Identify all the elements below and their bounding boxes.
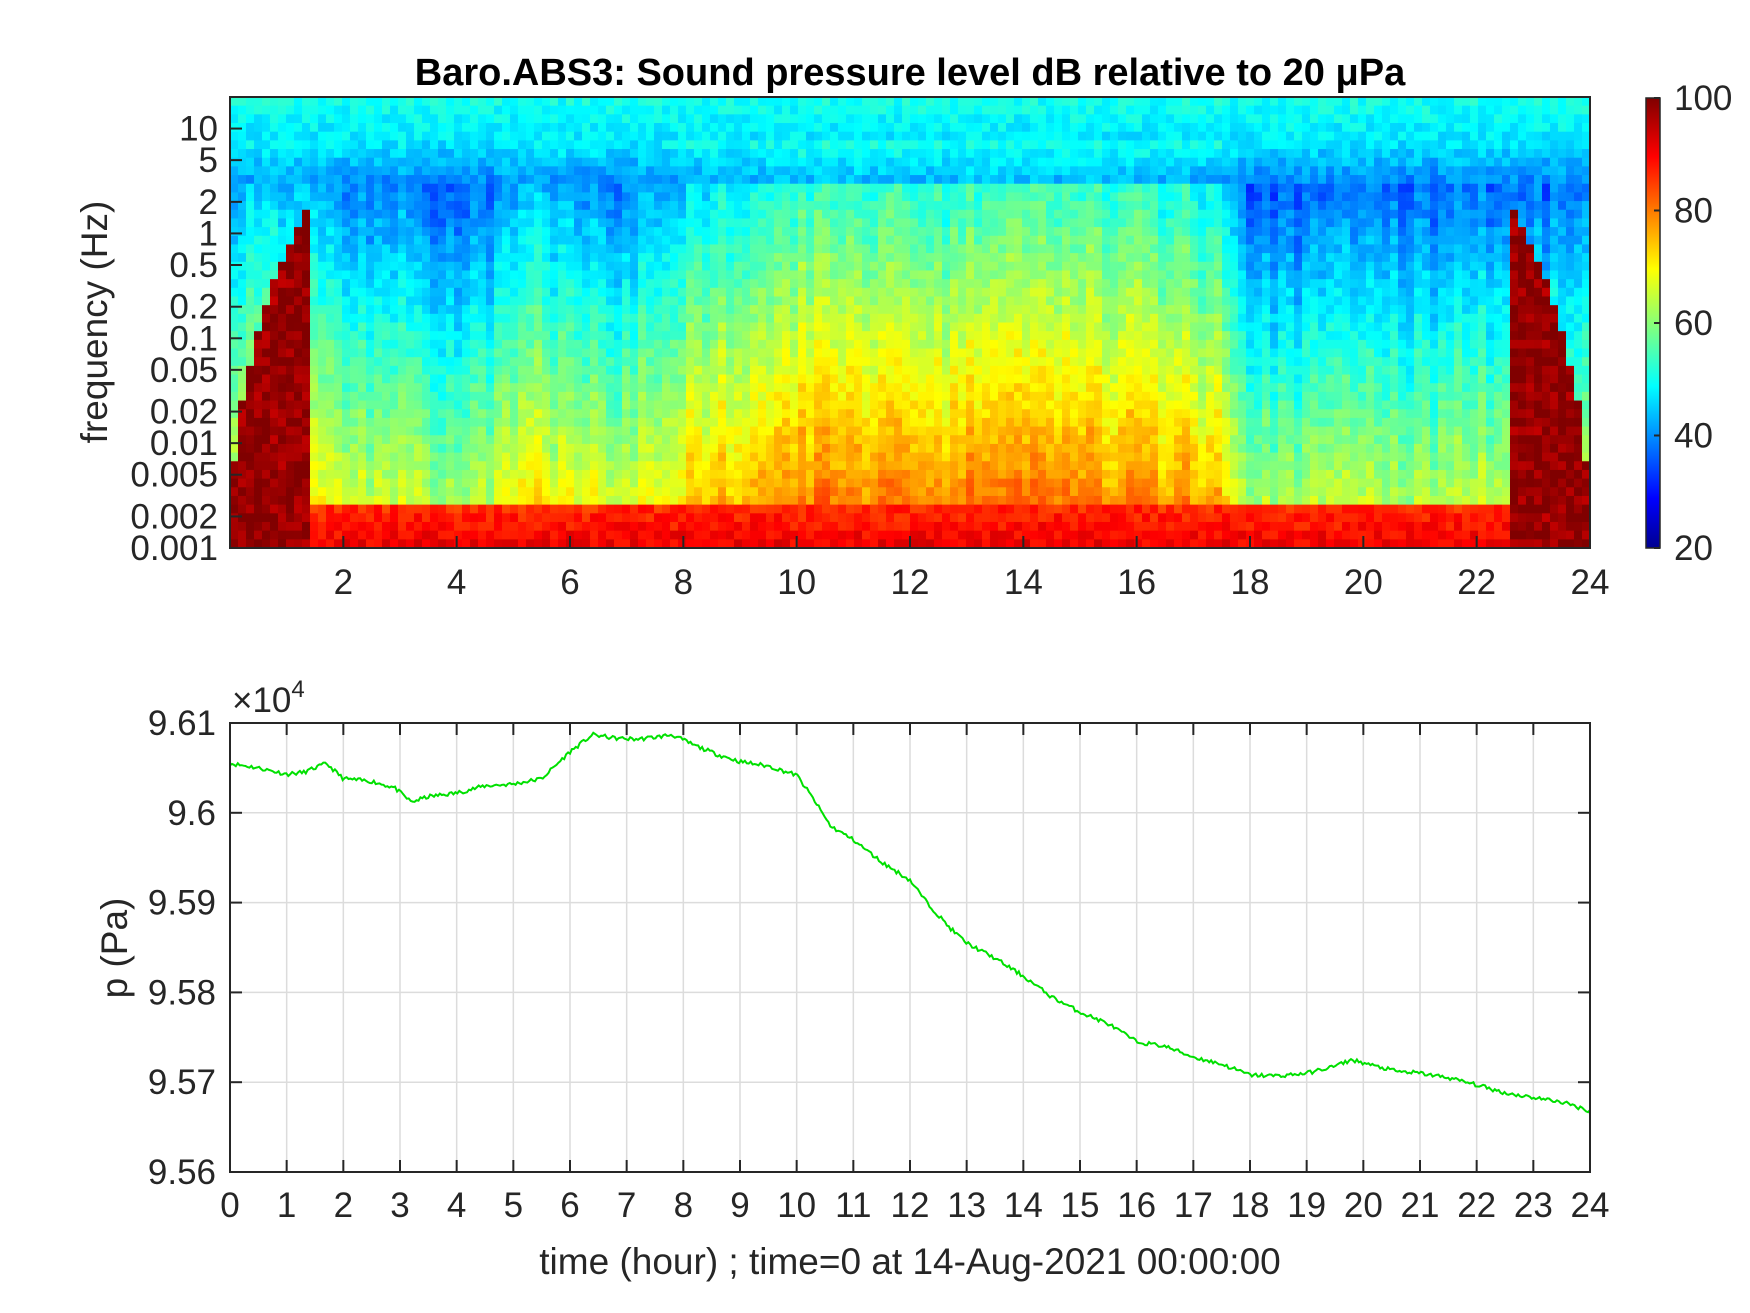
spectrogram-y-ticks: 105210.50.20.10.050.020.010.0050.0020.00…	[130, 110, 242, 568]
y-exponent-prefix: ×10	[232, 681, 291, 720]
pressure-x-tick-label: 6	[560, 1186, 579, 1225]
spectrogram-x-tick-label: 4	[447, 563, 466, 602]
spectrogram-y-tick-label: 5	[199, 141, 218, 180]
spectrogram-y-tick-label: 0.01	[150, 424, 218, 463]
pressure-y-tick-label: 9.59	[148, 884, 216, 923]
pressure-x-tick-label: 4	[447, 1186, 466, 1225]
spectrogram-y-tick-label: 0.5	[169, 246, 218, 285]
spectrogram-panel: Baro.ABS3: Sound pressure level dB relat…	[74, 52, 1609, 602]
pressure-x-tick-label: 11	[835, 1186, 871, 1225]
pressure-x-tick-label: 0	[220, 1186, 239, 1225]
spectrogram-x-tick-label: 16	[1117, 563, 1156, 602]
spectrogram-x-tick-label: 2	[334, 563, 353, 602]
pressure-x-tick-label: 20	[1344, 1186, 1383, 1225]
spectrogram-y-tick-label: 0.02	[150, 393, 218, 432]
title-text: Baro.ABS3: Sound pressure level dB relat…	[415, 52, 1336, 94]
pressure-series-line	[230, 731, 1590, 1114]
pressure-x-tick-label: 22	[1457, 1186, 1496, 1225]
pressure-y-axis-label: p (Pa)	[94, 898, 135, 999]
pressure-x-tick-label: 19	[1287, 1186, 1326, 1225]
pressure-x-tick-label: 8	[674, 1186, 693, 1225]
spectrogram-x-tick-label: 12	[891, 563, 930, 602]
spectrogram-x-tick-label: 22	[1457, 563, 1496, 602]
pressure-x-tick-label: 14	[1004, 1186, 1043, 1225]
pressure-x-tick-label: 12	[891, 1186, 930, 1225]
pressure-x-tick-label: 15	[1061, 1186, 1100, 1225]
pressure-x-tick-label: 16	[1117, 1186, 1156, 1225]
pressure-y-tick-label: 9.61	[148, 704, 216, 743]
pressure-x-tick-label: 7	[617, 1186, 636, 1225]
pressure-y-tick-label: 9.6	[167, 794, 216, 833]
spectrogram-x-tick-label: 24	[1571, 563, 1610, 602]
pressure-y-tick-label: 9.58	[148, 973, 216, 1012]
pressure-y-tick-label: 9.56	[148, 1153, 216, 1192]
spectrogram-y-tick-label: 1	[199, 214, 218, 253]
spectrogram-y-tick-label: 0.2	[169, 288, 218, 327]
pressure-x-tick-label: 9	[730, 1186, 749, 1225]
pressure-x-tick-label: 23	[1514, 1186, 1553, 1225]
spectrogram-y-tick-label: 2	[199, 183, 218, 222]
pressure-y-exponent: ×104	[232, 676, 305, 720]
pressure-x-tick-label: 17	[1174, 1186, 1213, 1225]
spectrogram-y-tick-label: 0.005	[130, 456, 218, 495]
pressure-x-tick-label: 24	[1571, 1186, 1610, 1225]
colorbar: 20 40 60 80 100	[1645, 79, 1732, 568]
pressure-x-tick-label: 3	[390, 1186, 409, 1225]
pressure-x-axis-label: time (hour) ; time=0 at 14-Aug-2021 00:0…	[539, 1241, 1280, 1282]
spectrogram-x-tick-label: 14	[1004, 563, 1043, 602]
spectrogram-x-tick-label: 6	[560, 563, 579, 602]
pressure-x-tick-label: 18	[1231, 1186, 1270, 1225]
spectrogram-x-tick-label: 8	[674, 563, 693, 602]
spectrogram-x-tick-label: 10	[777, 563, 816, 602]
spectrogram-y-tick-label: 10	[179, 110, 218, 149]
y-exponent-power: 4	[291, 676, 304, 703]
spectrogram-x-ticks: 2 4 6 8 10 12 14 16 18 20 22 24	[334, 536, 1610, 602]
spectrogram-x-tick-label: 20	[1344, 563, 1383, 602]
colorbar-ticks: 20 40 60 80 100	[1654, 79, 1732, 568]
colorbar-tick-label: 60	[1674, 304, 1713, 343]
pressure-x-tick-label: 21	[1401, 1186, 1440, 1225]
pressure-y-ticks: 9.56 9.57 9.58 9.59 9.6 9.61	[148, 704, 1590, 1192]
pressure-panel: 0 1 2 3 4 5 6 7 8 9 10 11 12 13 14 15 16 17 18 19 20 21 22 23 24…	[94, 676, 1609, 1282]
pressure-x-tick-label: 5	[504, 1186, 523, 1225]
colorbar-tick-label: 80	[1674, 192, 1713, 231]
colorbar-tick-label: 40	[1674, 417, 1713, 456]
pressure-y-tick-label: 9.57	[148, 1063, 216, 1102]
spectrogram-y-tick-label: 0.002	[130, 497, 218, 536]
spectrogram-y-tick-label: 0.05	[150, 351, 218, 390]
pressure-x-tick-label: 13	[947, 1186, 986, 1225]
pressure-x-tick-label: 10	[777, 1186, 816, 1225]
spectrogram-x-tick-label: 18	[1231, 563, 1270, 602]
spectrogram-y-tick-label: 0.001	[130, 529, 218, 568]
pressure-x-tick-label: 2	[334, 1186, 353, 1225]
spectrogram-y-tick-label: 0.1	[169, 319, 218, 358]
title-unit: μPa	[1336, 52, 1407, 94]
colorbar-tick-label: 20	[1674, 529, 1713, 568]
pressure-x-ticks: 0 1 2 3 4 5 6 7 8 9 10 11 12 13 14 15 16 17 18 19 20 21 22 23 24	[220, 723, 1609, 1225]
spectrogram-y-axis-label: frequency (Hz)	[74, 201, 115, 444]
pressure-x-tick-label: 1	[277, 1186, 296, 1225]
spectrogram-title: Baro.ABS3: Sound pressure level dB relat…	[415, 52, 1406, 94]
colorbar-tick-label: 100	[1674, 79, 1732, 118]
spectrogram-cells	[230, 97, 1590, 548]
